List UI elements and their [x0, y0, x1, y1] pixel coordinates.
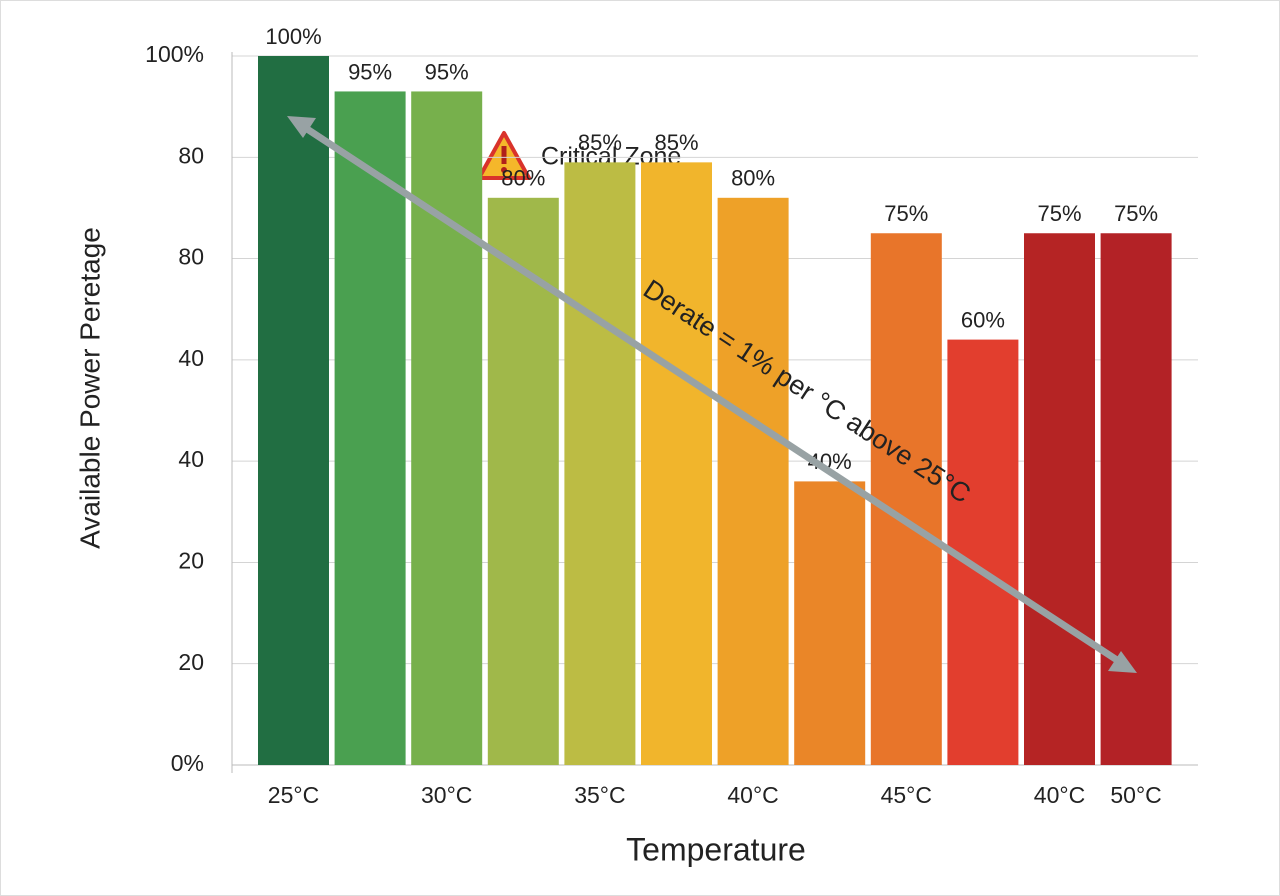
bar [641, 162, 712, 766]
x-tick-label: 30°C [421, 782, 472, 808]
data-label: 60% [961, 307, 1005, 332]
bar [870, 233, 942, 765]
bar [564, 162, 636, 766]
x-tick-label: 40°C [727, 782, 778, 808]
x-tick-label: 25°C [268, 782, 319, 808]
bar [487, 197, 559, 766]
data-label: 75% [884, 201, 928, 226]
y-tick-label: 80 [178, 142, 204, 168]
bar [717, 197, 789, 766]
data-label: 85% [654, 130, 698, 155]
y-tick-label: 40 [178, 446, 204, 472]
y-tick-label: 20 [178, 649, 204, 675]
derate-arrow [287, 116, 1137, 673]
y-tick-label: 100% [145, 41, 204, 67]
bar [411, 91, 483, 765]
x-tick-label: 35°C [574, 782, 625, 808]
data-label: 80% [501, 166, 545, 191]
y-axis-title: Available Power Peretage [74, 227, 105, 549]
bar [1100, 233, 1172, 765]
data-label: 75% [1114, 201, 1158, 226]
y-tick-label: 80 [178, 244, 204, 270]
bar [334, 91, 406, 765]
bar [1024, 233, 1095, 765]
data-label: 80% [731, 166, 775, 191]
data-label: 95% [425, 59, 469, 84]
data-label: 100% [265, 24, 321, 49]
data-label: 75% [1037, 201, 1081, 226]
x-tick-label: 40°C [1034, 782, 1085, 808]
x-tick-label: 45°C [881, 782, 932, 808]
x-axis-title: Temperature [626, 831, 806, 867]
data-label: 95% [348, 59, 392, 84]
y-tick-label: 40 [178, 345, 204, 371]
y-tick-label: 0% [171, 750, 204, 776]
data-label: 85% [578, 130, 622, 155]
x-tick-label: 50°C [1110, 782, 1161, 808]
y-tick-label: 20 [178, 548, 204, 574]
bar [947, 339, 1019, 765]
warning-icon [477, 131, 531, 180]
bar [258, 56, 329, 765]
bar [794, 481, 866, 765]
